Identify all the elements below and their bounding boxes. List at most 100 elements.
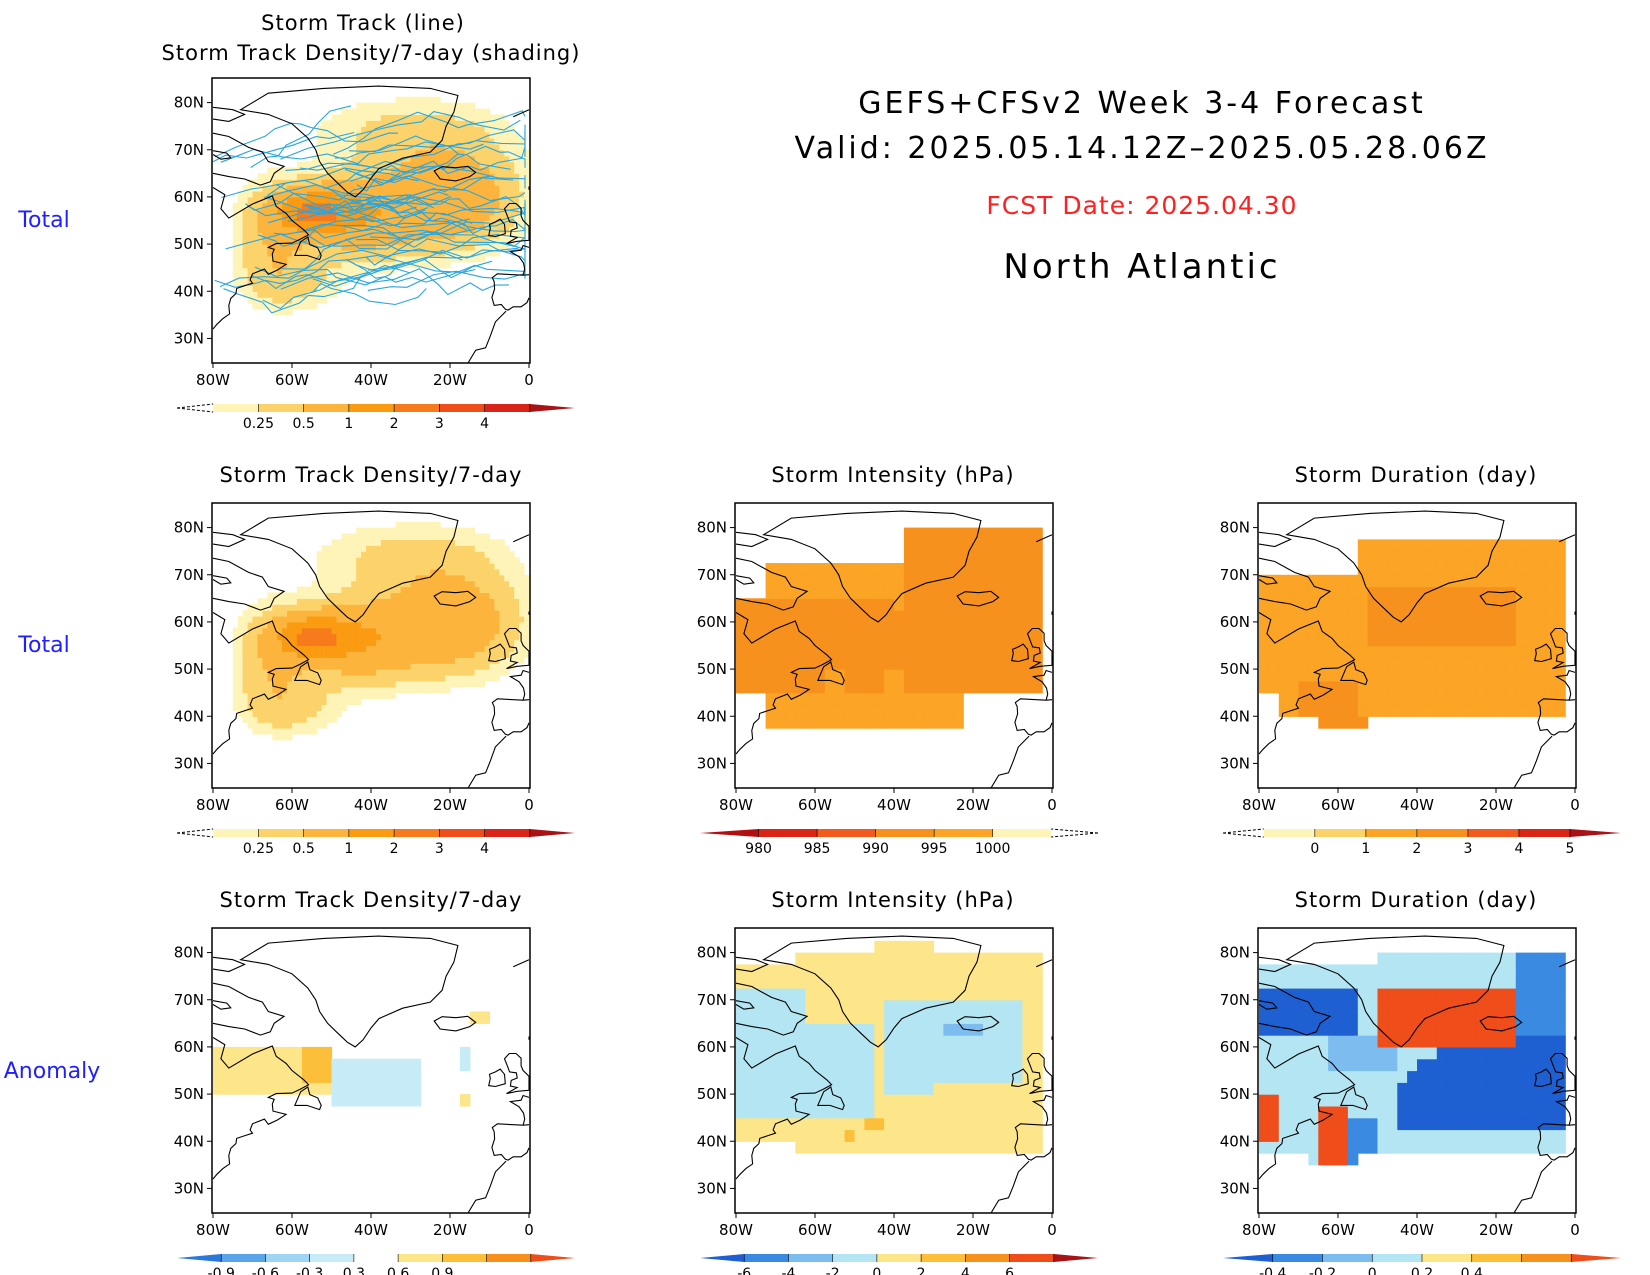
field-cell — [775, 1023, 786, 1036]
field-cell — [346, 108, 352, 115]
field-cell — [474, 238, 481, 245]
field-cell — [341, 663, 347, 670]
field-cell — [351, 669, 357, 676]
field-cell — [1012, 964, 1023, 977]
field-cell — [1328, 680, 1339, 694]
field-cell — [1476, 692, 1487, 706]
field-cell — [262, 220, 268, 227]
field-cell — [415, 669, 421, 676]
field-cell — [894, 704, 905, 717]
field-cell — [375, 539, 382, 546]
field-cell — [1525, 704, 1537, 717]
field-cell — [326, 557, 333, 564]
field-cell — [371, 1094, 382, 1107]
field-cell — [341, 120, 347, 127]
field-cell — [440, 621, 446, 629]
field-cell — [1012, 1023, 1023, 1036]
field-cell — [306, 255, 313, 263]
field-cell — [469, 616, 476, 623]
field-cell — [445, 114, 451, 121]
field-cell — [973, 1023, 984, 1036]
field-cell — [474, 675, 481, 682]
field-cell — [795, 692, 806, 706]
field-cell — [440, 191, 446, 198]
field-cell — [459, 1046, 471, 1060]
field-cell — [469, 675, 476, 682]
colorbar-swatch — [992, 829, 1052, 837]
field-cell — [247, 657, 254, 664]
field-cell — [963, 988, 974, 1001]
field-cell — [287, 663, 293, 670]
field-cell — [287, 680, 293, 688]
field-cell — [351, 627, 357, 635]
field-cell — [242, 686, 249, 694]
field-cell — [884, 1129, 895, 1142]
field-cell — [257, 675, 263, 682]
field-cell — [795, 1094, 806, 1107]
field-cell — [854, 1011, 865, 1024]
field-cell — [489, 244, 495, 251]
field-cell — [267, 610, 273, 617]
field-cell — [331, 214, 337, 222]
field-cell — [923, 1141, 935, 1154]
field-cell — [292, 1046, 303, 1060]
field-cell — [375, 208, 382, 216]
field-cell — [336, 669, 342, 676]
field-cell — [341, 698, 347, 706]
field-cell — [509, 185, 515, 192]
field-cell — [366, 663, 372, 670]
field-cell — [1555, 551, 1566, 564]
field-cell — [464, 185, 471, 192]
field-cell — [953, 527, 964, 540]
field-cell — [1535, 551, 1546, 564]
field-cell — [247, 220, 254, 227]
field-cell — [736, 645, 747, 658]
field-cell — [469, 604, 476, 611]
field-cell — [415, 598, 421, 605]
field-cell — [336, 686, 342, 694]
field-cell — [504, 616, 510, 623]
field-cell — [321, 551, 328, 558]
field-cell — [454, 651, 461, 658]
field-cell — [356, 232, 362, 239]
field-cell — [400, 539, 407, 546]
field-cell — [242, 250, 249, 257]
field-cell — [854, 1058, 865, 1072]
field-cell — [425, 580, 431, 588]
field-cell — [440, 114, 446, 121]
field-cell — [341, 114, 347, 121]
field-cell — [459, 108, 466, 115]
field-cell — [894, 976, 905, 989]
field-cell — [509, 232, 515, 239]
field-cell — [262, 680, 268, 688]
field-cell — [1002, 964, 1014, 977]
field-cell — [415, 557, 421, 564]
field-cell — [795, 976, 806, 989]
field-cell — [366, 533, 372, 540]
field-cell — [371, 598, 377, 605]
lat-tick-label: 50N — [174, 660, 204, 678]
field-cell — [316, 621, 323, 629]
field-cell — [237, 627, 244, 635]
storm-track-line — [262, 271, 370, 310]
field-cell — [247, 621, 254, 629]
field-cell — [913, 657, 925, 670]
field-cell — [1446, 621, 1458, 635]
field-cell — [430, 132, 436, 139]
field-cell — [992, 1035, 1004, 1048]
field-cell — [336, 155, 342, 163]
field-cell — [1288, 633, 1300, 647]
field-cell — [331, 173, 337, 180]
field-cell — [371, 161, 377, 168]
field-cell — [1417, 669, 1428, 682]
colorbar-swatch — [1263, 829, 1316, 837]
field-cell — [519, 621, 525, 629]
field-cell — [405, 96, 412, 104]
field-cell — [326, 143, 333, 151]
colorbar-swatch — [265, 1254, 311, 1262]
field-cell — [272, 297, 278, 304]
field-cell — [963, 952, 974, 965]
field-cell — [237, 651, 244, 658]
field-cell — [400, 1094, 412, 1107]
field-cell — [351, 645, 357, 652]
